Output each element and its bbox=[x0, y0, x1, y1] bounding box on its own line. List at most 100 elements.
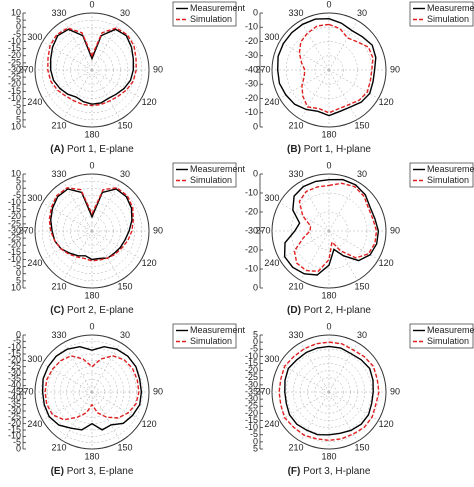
angle-label: 300 bbox=[264, 32, 279, 42]
radial-tick-label: 0 bbox=[253, 282, 258, 292]
radial-tick-label: -20 bbox=[245, 36, 258, 46]
radial-tick-label: 10 bbox=[11, 282, 21, 292]
angle-label: 270 bbox=[255, 225, 270, 235]
grid-spoke bbox=[91, 342, 121, 393]
angle-label: 90 bbox=[390, 225, 400, 235]
angle-label: 150 bbox=[354, 282, 369, 292]
legend-label: Measurement bbox=[190, 164, 246, 174]
legend-box bbox=[172, 1, 237, 27]
legend-label: Simulation bbox=[190, 175, 232, 185]
angle-label: 300 bbox=[264, 193, 279, 203]
radial-tick-label: 5 bbox=[16, 176, 21, 186]
angle-label: 180 bbox=[84, 129, 99, 139]
grid-spoke bbox=[279, 363, 330, 393]
radial-tick-label: -25 bbox=[245, 401, 258, 411]
caption: (F) Port 3, H-plane bbox=[288, 466, 371, 477]
angle-label: 270 bbox=[18, 64, 33, 74]
grid-circle bbox=[49, 188, 135, 274]
radial-tick-label: -10 bbox=[245, 351, 258, 361]
legend-label: Measurement bbox=[427, 3, 474, 13]
angle-label: 210 bbox=[288, 121, 303, 131]
angle-label: 330 bbox=[288, 330, 303, 340]
radial-tick-label: -20 bbox=[245, 408, 258, 418]
angle-label: 300 bbox=[27, 32, 42, 42]
radial-tick-label: 0 bbox=[253, 436, 258, 446]
grid-spoke bbox=[63, 69, 93, 120]
radial-tick-label: -10 bbox=[8, 342, 21, 352]
pattern-line bbox=[48, 187, 135, 262]
angle-label: 330 bbox=[288, 8, 303, 18]
grid-spoke bbox=[42, 202, 93, 232]
angle-label: 210 bbox=[288, 443, 303, 453]
angle-label: 300 bbox=[264, 354, 279, 364]
angle-label: 180 bbox=[84, 290, 99, 300]
grid-circle bbox=[314, 377, 344, 407]
grid-spoke bbox=[328, 181, 358, 232]
grid-spoke bbox=[279, 391, 330, 421]
grid-spoke bbox=[300, 391, 330, 442]
grid-spoke bbox=[328, 230, 379, 260]
radial-tick-label: 5 bbox=[253, 329, 258, 339]
legend-label: Simulation bbox=[427, 14, 469, 24]
radial-tick-label: 0 bbox=[16, 22, 21, 32]
angle-label: 30 bbox=[120, 330, 130, 340]
radial-tick-label: 0 bbox=[253, 168, 258, 178]
grid-spoke bbox=[91, 230, 142, 260]
legend-label: Simulation bbox=[427, 175, 469, 185]
caption: (E) Port 3, E-plane bbox=[51, 466, 134, 477]
radial-tick-label: -10 bbox=[245, 22, 258, 32]
pattern-line bbox=[283, 178, 380, 276]
grid-spoke bbox=[328, 20, 358, 71]
legend-label: Simulation bbox=[190, 14, 232, 24]
angle-label: 240 bbox=[27, 97, 42, 107]
pattern-line bbox=[276, 17, 377, 117]
angle-label: 330 bbox=[51, 330, 66, 340]
radial-tick-label: -5 bbox=[13, 261, 21, 271]
radial-tick-label: -10 bbox=[245, 187, 258, 197]
grid-circle bbox=[72, 372, 112, 412]
radial-tick-label: -25 bbox=[245, 372, 258, 382]
radial-tick-label: -35 bbox=[8, 399, 21, 409]
radial-tick-label: -30 bbox=[8, 367, 21, 377]
radial-tick-label: -15 bbox=[8, 86, 21, 96]
angle-label: 240 bbox=[27, 419, 42, 429]
grid-circle bbox=[321, 384, 337, 400]
pattern-line bbox=[47, 27, 137, 107]
angle-label: 0 bbox=[326, 160, 331, 170]
angle-label: 150 bbox=[117, 282, 132, 292]
pattern-line bbox=[44, 355, 140, 421]
radial-tick-label: -15 bbox=[8, 43, 21, 53]
legend-box bbox=[172, 162, 237, 188]
radial-tick-label: -30 bbox=[8, 64, 21, 74]
angle-label: 330 bbox=[288, 169, 303, 179]
radial-tick-label: 0 bbox=[253, 337, 258, 347]
legend-label: Measurement bbox=[190, 3, 246, 13]
caption-title: Port 2, E-plane bbox=[67, 305, 134, 316]
grid-circle bbox=[49, 27, 135, 113]
grid-spoke bbox=[91, 230, 121, 281]
grid-spoke bbox=[42, 230, 93, 260]
radial-tick-label: -30 bbox=[245, 50, 258, 60]
grid-spoke bbox=[42, 391, 93, 421]
pattern-line bbox=[49, 188, 133, 261]
grid-circle bbox=[293, 356, 365, 428]
legend-label: Simulation bbox=[427, 336, 469, 346]
angle-label: 90 bbox=[153, 386, 163, 396]
radial-tick-label: -10 bbox=[8, 93, 21, 103]
grid-spoke bbox=[42, 363, 93, 393]
angle-label: 30 bbox=[120, 169, 130, 179]
radial-tick-label: -15 bbox=[8, 204, 21, 214]
angle-label: 120 bbox=[142, 419, 157, 429]
angle-label: 180 bbox=[321, 290, 336, 300]
caption-label: (F) bbox=[288, 466, 301, 477]
radial-tick-label: -20 bbox=[8, 50, 21, 60]
radial-tick-label: -40 bbox=[245, 64, 258, 74]
legend-label: Measurement bbox=[427, 325, 474, 335]
radial-tick-label: 0 bbox=[253, 7, 258, 17]
grid-spoke bbox=[279, 69, 330, 99]
grid-spoke bbox=[63, 20, 93, 71]
radial-tick-label: -10 bbox=[8, 36, 21, 46]
pattern-line bbox=[278, 341, 380, 442]
grid-circle bbox=[56, 34, 128, 106]
